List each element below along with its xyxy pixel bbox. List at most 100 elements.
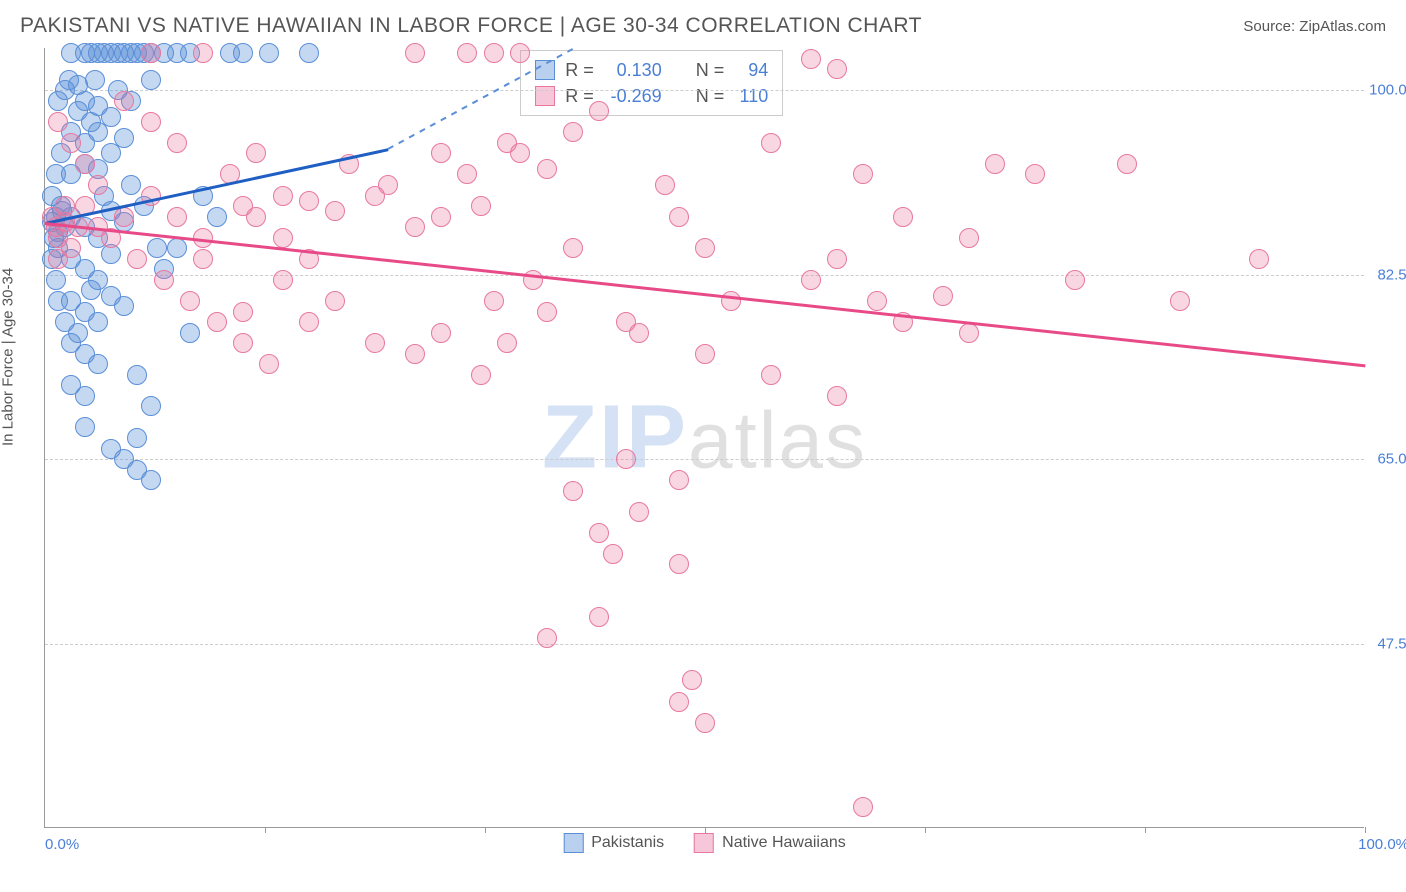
gridline xyxy=(45,644,1364,645)
scatter-point xyxy=(365,333,385,353)
chart-title: PAKISTANI VS NATIVE HAWAIIAN IN LABOR FO… xyxy=(20,14,922,38)
scatter-point xyxy=(233,43,253,63)
gridline xyxy=(45,90,1364,91)
scatter-point xyxy=(537,302,557,322)
scatter-point xyxy=(101,107,121,127)
scatter-point xyxy=(141,112,161,132)
scatter-point xyxy=(405,344,425,364)
scatter-point xyxy=(603,544,623,564)
stats-legend-box: R =0.130N =94R =-0.269N =110 xyxy=(520,50,783,116)
scatter-point xyxy=(167,207,187,227)
scatter-point xyxy=(75,386,95,406)
scatter-point xyxy=(721,291,741,311)
scatter-point xyxy=(695,238,715,258)
scatter-point xyxy=(46,270,66,290)
scatter-point xyxy=(457,164,477,184)
scatter-point xyxy=(510,43,530,63)
scatter-point xyxy=(616,449,636,469)
scatter-point xyxy=(193,249,213,269)
scatter-point xyxy=(141,470,161,490)
legend-label: Native Hawaiians xyxy=(722,834,846,852)
scatter-point xyxy=(629,502,649,522)
scatter-point xyxy=(141,396,161,416)
scatter-point xyxy=(55,196,75,216)
scatter-point xyxy=(88,175,108,195)
stat-r-label: R = xyxy=(565,83,594,109)
scatter-point xyxy=(589,523,609,543)
scatter-point xyxy=(299,312,319,332)
scatter-point xyxy=(127,249,147,269)
scatter-point xyxy=(933,286,953,306)
scatter-point xyxy=(484,291,504,311)
scatter-point xyxy=(299,43,319,63)
scatter-point xyxy=(484,43,504,63)
scatter-point xyxy=(114,207,134,227)
scatter-point xyxy=(563,122,583,142)
scatter-point xyxy=(85,70,105,90)
scatter-point xyxy=(147,238,167,258)
scatter-point xyxy=(75,417,95,437)
scatter-point xyxy=(154,270,174,290)
scatter-point xyxy=(853,164,873,184)
stat-n-value: 110 xyxy=(734,83,768,109)
y-axis-title: In Labor Force | Age 30-34 xyxy=(0,268,17,446)
scatter-point xyxy=(1117,154,1137,174)
source-link[interactable]: ZipAtlas.com xyxy=(1299,18,1386,35)
scatter-point xyxy=(1025,164,1045,184)
scatter-point xyxy=(893,207,913,227)
scatter-point xyxy=(81,280,101,300)
scatter-point xyxy=(325,201,345,221)
scatter-point xyxy=(114,296,134,316)
gridline xyxy=(45,459,1364,460)
legend-swatch xyxy=(694,833,714,853)
scatter-point xyxy=(259,43,279,63)
scatter-point xyxy=(1249,249,1269,269)
scatter-point xyxy=(121,175,141,195)
scatter-point xyxy=(114,91,134,111)
legend-swatch xyxy=(563,833,583,853)
x-axis-tick xyxy=(485,827,486,833)
scatter-point xyxy=(695,344,715,364)
scatter-point xyxy=(471,196,491,216)
scatter-point xyxy=(827,386,847,406)
scatter-point xyxy=(761,365,781,385)
scatter-point xyxy=(827,249,847,269)
scatter-point xyxy=(695,713,715,733)
source-prefix: Source: xyxy=(1243,18,1299,35)
scatter-point xyxy=(761,133,781,153)
watermark: ZIPatlas xyxy=(542,386,867,489)
gridline xyxy=(45,275,1364,276)
scatter-point xyxy=(629,323,649,343)
scatter-point xyxy=(114,128,134,148)
legend-label: Pakistanis xyxy=(591,834,664,852)
scatter-point xyxy=(378,175,398,195)
stat-n-value: 94 xyxy=(734,57,768,83)
stat-r-value: 0.130 xyxy=(604,57,662,83)
scatter-point xyxy=(61,133,81,153)
y-axis-tick-label: 82.5% xyxy=(1377,266,1406,283)
scatter-point xyxy=(801,270,821,290)
scatter-point xyxy=(299,191,319,211)
scatter-point xyxy=(141,70,161,90)
scatter-point xyxy=(682,670,702,690)
scatter-plot: ZIPatlas R =0.130N =94R =-0.269N =110 0.… xyxy=(44,48,1364,828)
scatter-point xyxy=(669,692,689,712)
scatter-point xyxy=(405,217,425,237)
scatter-point xyxy=(48,112,68,132)
scatter-point xyxy=(510,143,530,163)
scatter-point xyxy=(1065,270,1085,290)
scatter-point xyxy=(431,143,451,163)
scatter-point xyxy=(141,43,161,63)
stat-n-label: N = xyxy=(696,83,725,109)
scatter-point xyxy=(985,154,1005,174)
scatter-point xyxy=(167,133,187,153)
scatter-point xyxy=(48,291,68,311)
legend-item: Native Hawaiians xyxy=(694,833,846,853)
scatter-point xyxy=(207,207,227,227)
legend-swatch xyxy=(535,86,555,106)
scatter-point xyxy=(827,59,847,79)
scatter-point xyxy=(127,365,147,385)
scatter-point xyxy=(669,554,689,574)
scatter-point xyxy=(233,302,253,322)
series-legend: Pakistanis Native Hawaiians xyxy=(563,833,846,853)
